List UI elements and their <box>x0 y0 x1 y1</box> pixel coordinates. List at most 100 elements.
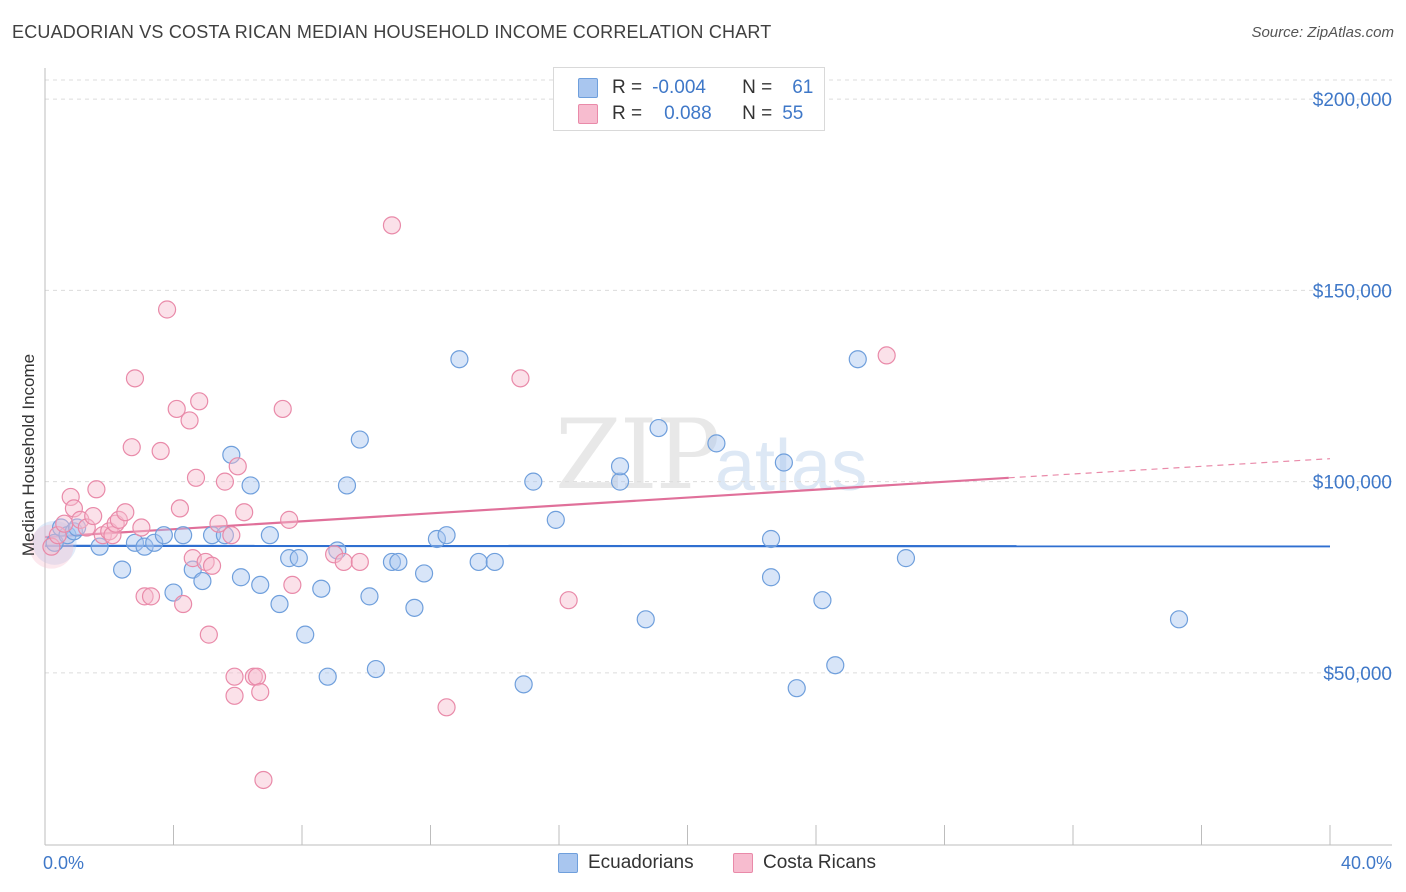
data-point <box>405 598 424 617</box>
data-point <box>283 575 302 595</box>
legend-n-label: N = <box>742 103 773 124</box>
data-point <box>350 552 369 572</box>
legend-row-costa-ricans: R = 0.088 N = 55 <box>578 102 803 126</box>
data-point <box>87 480 106 499</box>
y-tick-label: $100,000 <box>1313 473 1392 494</box>
data-point <box>116 503 135 522</box>
data-point <box>382 552 402 572</box>
data-point <box>1169 610 1189 629</box>
data-point <box>228 457 247 476</box>
data-point <box>350 430 369 449</box>
data-point <box>180 411 199 430</box>
data-point <box>61 487 80 507</box>
data-point <box>112 560 132 579</box>
data-point <box>193 571 212 591</box>
data-point <box>202 556 222 575</box>
data-point <box>437 526 456 545</box>
data-point <box>649 418 668 438</box>
bottom-legend-swatch-pink <box>733 853 753 873</box>
legend-r-label: R = <box>612 103 643 124</box>
y-tick-label: $150,000 <box>1313 281 1392 302</box>
data-point <box>761 568 781 587</box>
data-point <box>103 526 122 545</box>
source-label: Source: ZipAtlas.com <box>1251 24 1394 41</box>
data-point <box>877 346 896 365</box>
data-point <box>761 529 781 549</box>
data-point <box>135 587 154 606</box>
data-point <box>813 591 832 610</box>
data-point <box>222 445 241 464</box>
data-point <box>125 533 145 552</box>
data-point <box>122 438 141 457</box>
series-costa-ricans <box>42 216 896 790</box>
data-point <box>511 369 530 388</box>
data-point <box>225 686 244 705</box>
tick-labels: $50,000 $100,000 $150,000 $200,000 0.0% 40.0% <box>43 90 1392 873</box>
data-point <box>174 526 193 545</box>
axes <box>44 68 1392 846</box>
data-point <box>141 587 161 606</box>
data-point <box>260 526 279 545</box>
data-point <box>48 526 67 545</box>
data-point <box>125 369 145 388</box>
data-point <box>145 533 164 552</box>
data-point <box>151 441 170 461</box>
data-points <box>29 216 1189 790</box>
data-point <box>389 552 408 572</box>
data-point <box>318 667 337 686</box>
data-point <box>251 575 270 595</box>
data-point <box>170 499 190 518</box>
data-point <box>247 667 267 686</box>
chart-title: ECUADORIAN VS COSTA RICAN MEDIAN HOUSEHO… <box>12 22 772 42</box>
data-point <box>289 549 308 568</box>
data-point <box>251 682 270 702</box>
data-point <box>202 526 222 545</box>
series-ecuadorians <box>45 350 1189 698</box>
legend-n-value: 55 <box>782 103 804 124</box>
legend-r-value: 0.088 <box>664 103 712 124</box>
watermark-zip: ZIP <box>555 399 718 511</box>
y-axis-label: Median Household Income <box>19 354 38 556</box>
data-point <box>186 468 206 487</box>
data-point <box>154 526 173 545</box>
x-tick-label: 40.0% <box>1341 853 1392 873</box>
data-point <box>222 526 241 545</box>
trend-lines <box>44 458 1331 548</box>
data-point <box>84 506 103 526</box>
y-tick-label: $200,000 <box>1313 90 1392 111</box>
watermark: ZIP atlas <box>555 399 867 511</box>
data-point <box>610 457 630 476</box>
data-point <box>296 625 315 644</box>
data-point <box>382 216 402 235</box>
data-point <box>707 434 726 453</box>
bottom-legend-label: Ecuadorians <box>588 852 694 873</box>
data-point <box>485 552 504 572</box>
bottom-legend-ecuadorians: Ecuadorians <box>558 852 694 874</box>
data-point <box>209 514 228 533</box>
data-point <box>312 579 331 598</box>
data-point <box>450 350 469 369</box>
data-point <box>427 529 447 549</box>
data-point <box>167 399 186 419</box>
data-point <box>437 698 456 717</box>
data-point <box>174 594 193 614</box>
data-point <box>325 545 344 564</box>
data-point <box>77 518 96 537</box>
legend-n-label: N = <box>742 77 773 98</box>
bottom-legend-swatch-blue <box>558 853 578 873</box>
data-point <box>280 549 299 568</box>
legend-n-value: 61 <box>792 77 814 98</box>
data-point <box>366 659 385 679</box>
data-point <box>896 549 916 568</box>
data-point <box>135 537 154 556</box>
data-point <box>231 568 251 587</box>
legend-swatch-blue <box>578 78 598 98</box>
trend-line-extension <box>1008 458 1331 479</box>
data-point <box>215 526 234 545</box>
data-point <box>546 510 565 529</box>
data-point <box>360 587 379 606</box>
data-point <box>848 350 867 369</box>
data-point <box>774 453 793 472</box>
data-point <box>254 770 273 790</box>
